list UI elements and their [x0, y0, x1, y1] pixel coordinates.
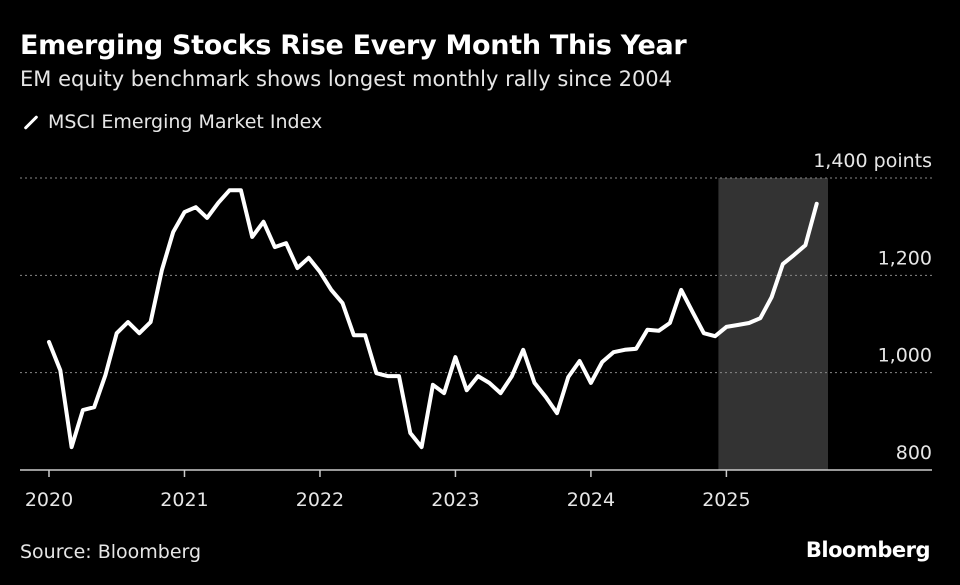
- x-tick-label: 2022: [296, 489, 344, 511]
- source-note: Source: Bloomberg: [20, 541, 202, 563]
- y-tick-label: 1,400 points: [813, 150, 932, 172]
- legend: MSCI Emerging Market Index: [22, 111, 322, 133]
- legend-label: MSCI Emerging Market Index: [48, 111, 323, 133]
- x-tick-label: 2025: [702, 489, 750, 511]
- series-line-msci-em: [47, 188, 819, 450]
- y-tick-label: 800: [896, 442, 932, 464]
- x-tick-label: 2020: [25, 489, 73, 511]
- x-tick-label: 2021: [160, 489, 208, 511]
- y-tick-label: 1,200: [878, 247, 932, 269]
- y-tick-label: 1,000: [878, 345, 932, 367]
- bloomberg-logo: Bloomberg: [805, 538, 931, 562]
- x-tick-label: 2023: [431, 489, 479, 511]
- x-tick-label: 2024: [567, 489, 615, 511]
- chart-subtitle: EM equity benchmark shows longest monthl…: [20, 67, 673, 91]
- chart-title: Emerging Stocks Rise Every Month This Ye…: [20, 30, 687, 61]
